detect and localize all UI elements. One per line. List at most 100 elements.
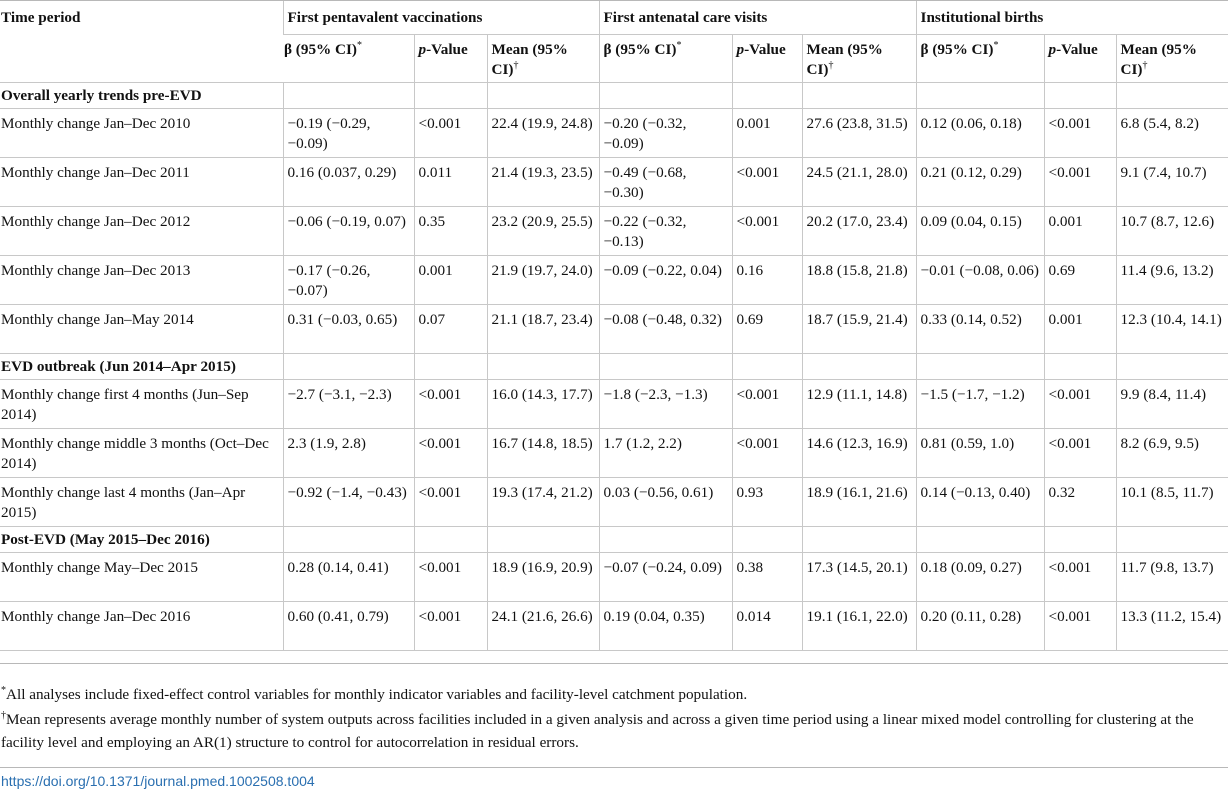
row-time-period: Monthly change first 4 months (Jun–Sep 2… <box>0 379 283 429</box>
mean-ci-header-antenatal: Mean (95% CI)† <box>801 34 917 83</box>
mean-ci-cell: 14.6 (12.3, 16.9) <box>801 428 917 478</box>
beta-ci-cell: −0.19 (−0.29, −0.09) <box>282 108 414 158</box>
beta-ci-cell: 2.3 (1.9, 2.8) <box>282 428 414 478</box>
beta-ci-cell: 0.16 (0.037, 0.29) <box>282 157 414 207</box>
beta-ci-cell: −0.49 (−0.68, −0.30) <box>598 157 732 207</box>
table-row: Monthly change Jan–Dec 2011 0.16 (0.037, … <box>0 157 1228 207</box>
section-empty-cell <box>598 82 732 109</box>
section-empty-cell <box>1043 526 1117 553</box>
row-time-period: Monthly change Jan–Dec 2016 <box>0 601 283 651</box>
pvalue-cell: 0.07 <box>413 304 487 354</box>
pvalue-cell: 0.32 <box>1043 477 1117 527</box>
pvalue-cell: <0.001 <box>413 601 487 651</box>
beta-ci-cell: 0.81 (0.59, 1.0) <box>915 428 1045 478</box>
mean-ci-cell: 13.3 (11.2, 15.4) <box>1115 601 1228 651</box>
beta-ci-cell: 0.28 (0.14, 0.41) <box>282 552 414 602</box>
section-empty-cell <box>598 353 732 380</box>
section-empty-cell <box>915 526 1045 553</box>
beta-ci-mark: * <box>993 39 999 51</box>
mean-ci-cell: 16.7 (14.8, 18.5) <box>486 428 599 478</box>
beta-ci-cell: 0.18 (0.09, 0.27) <box>915 552 1045 602</box>
section-label: EVD outbreak (Jun 2014–Apr 2015) <box>0 353 283 380</box>
footnote-1-mark: * <box>1 684 6 696</box>
row-time-period: Monthly change Jan–Dec 2013 <box>0 255 283 305</box>
beta-ci-cell: 0.12 (0.06, 0.18) <box>915 108 1045 158</box>
pvalue-label-italic: p <box>418 41 427 58</box>
beta-ci-label: β (95% CI) <box>603 41 677 58</box>
mean-ci-cell: 18.9 (16.9, 20.9) <box>486 552 599 602</box>
pvalue-label-italic: p <box>1048 41 1057 58</box>
section-row: EVD outbreak (Jun 2014–Apr 2015) <box>0 353 1228 380</box>
beta-ci-cell: −0.22 (−0.32, −0.13) <box>598 206 732 256</box>
section-empty-cell <box>1043 353 1117 380</box>
mean-ci-cell: 24.5 (21.1, 28.0) <box>801 157 917 207</box>
pvalue-cell: <0.001 <box>731 157 802 207</box>
row-time-period: Monthly change Jan–Dec 2011 <box>0 157 283 207</box>
beta-ci-cell: −0.17 (−0.26, −0.07) <box>282 255 414 305</box>
beta-ci-cell: −1.5 (−1.7, −1.2) <box>915 379 1045 429</box>
section-empty-cell <box>915 82 1045 109</box>
pvalue-cell: 0.001 <box>731 108 802 158</box>
mean-ci-cell: 27.6 (23.8, 31.5) <box>801 108 917 158</box>
section-empty-cell <box>731 526 802 553</box>
mean-ci-label: Mean (95% CI) <box>491 41 568 78</box>
doi-link[interactable]: https://doi.org/10.1371/journal.pmed.100… <box>1 773 315 789</box>
header-row-subcolumns: β (95% CI)* p-Value Mean (95% CI)† β (95% C… <box>0 34 1228 83</box>
row-time-period: Monthly change Jan–May 2014 <box>0 304 283 354</box>
beta-ci-cell: −0.08 (−0.48, 0.32) <box>598 304 732 354</box>
beta-ci-cell: −0.92 (−1.4, −0.43) <box>282 477 414 527</box>
row-time-period: Monthly change Jan–Dec 2010 <box>0 108 283 158</box>
pvalue-header-births: p-Value <box>1043 34 1117 83</box>
section-empty-cell <box>598 526 732 553</box>
section-empty-cell <box>1115 526 1228 553</box>
mean-ci-mark: † <box>828 59 834 71</box>
beta-ci-mark: * <box>356 39 362 51</box>
beta-ci-cell: 0.03 (−0.56, 0.61) <box>598 477 732 527</box>
pvalue-cell: 0.014 <box>731 601 802 651</box>
mean-ci-cell: 21.9 (19.7, 24.0) <box>486 255 599 305</box>
pvalue-cell: <0.001 <box>731 206 802 256</box>
pvalue-cell: <0.001 <box>1043 108 1117 158</box>
table-body: Overall yearly trends pre-EVD Monthly cha… <box>0 82 1228 651</box>
pvalue-header-pentavalent: p-Value <box>413 34 487 83</box>
pvalue-cell: 0.011 <box>413 157 487 207</box>
section-empty-cell <box>801 82 917 109</box>
beta-ci-cell: −0.09 (−0.22, 0.04) <box>598 255 732 305</box>
mean-ci-cell: 21.4 (19.3, 23.5) <box>486 157 599 207</box>
mean-ci-mark: † <box>1142 59 1148 71</box>
section-empty-cell <box>486 526 599 553</box>
beta-ci-cell: 0.33 (0.14, 0.52) <box>915 304 1045 354</box>
section-row: Post-EVD (May 2015–Dec 2016) <box>0 526 1228 553</box>
section-empty-cell <box>731 353 802 380</box>
pvalue-cell: <0.001 <box>413 552 487 602</box>
table-row: Monthly change Jan–Dec 2012 −0.06 (−0.19,… <box>0 206 1228 256</box>
section-label: Overall yearly trends pre-EVD <box>0 82 283 109</box>
section-empty-cell <box>801 526 917 553</box>
pvalue-header-antenatal: p-Value <box>731 34 802 83</box>
beta-ci-header-pentavalent: β (95% CI)* <box>283 34 414 83</box>
beta-ci-cell: −0.07 (−0.24, 0.09) <box>598 552 732 602</box>
table-row: Monthly change middle 3 months (Oct–Dec … <box>0 428 1228 478</box>
mean-ci-cell: 12.9 (11.1, 14.8) <box>801 379 917 429</box>
beta-ci-cell: 0.19 (0.04, 0.35) <box>598 601 732 651</box>
mean-ci-cell: 21.1 (18.7, 23.4) <box>486 304 599 354</box>
pvalue-cell: <0.001 <box>413 477 487 527</box>
group-header-births: Institutional births <box>915 0 1228 35</box>
beta-ci-cell: 1.7 (1.2, 2.2) <box>598 428 732 478</box>
pvalue-cell: 0.69 <box>1043 255 1117 305</box>
table-row: Monthly change Jan–Dec 2016 0.60 (0.41, 0… <box>0 601 1228 651</box>
section-empty-cell <box>1115 82 1228 109</box>
table-row: Monthly change Jan–Dec 2013 −0.17 (−0.26,… <box>0 255 1228 305</box>
beta-ci-cell: −0.20 (−0.32, −0.09) <box>598 108 732 158</box>
table-row: Monthly change Jan–Dec 2010 −0.19 (−0.29,… <box>0 108 1228 158</box>
pvalue-label-rest: -Value <box>426 41 468 58</box>
row-time-period: Monthly change last 4 months (Jan–Apr 20… <box>0 477 283 527</box>
pvalue-cell: 0.69 <box>731 304 802 354</box>
mean-ci-cell: 19.1 (16.1, 22.0) <box>801 601 917 651</box>
mean-ci-header-births: Mean (95% CI)† <box>1115 34 1228 83</box>
pvalue-label-rest: -Value <box>1056 41 1098 58</box>
pvalue-cell: <0.001 <box>731 428 802 478</box>
time-period-header: Time period <box>0 0 283 83</box>
beta-ci-cell: 0.20 (0.11, 0.28) <box>915 601 1045 651</box>
mean-ci-cell: 12.3 (10.4, 14.1) <box>1115 304 1228 354</box>
